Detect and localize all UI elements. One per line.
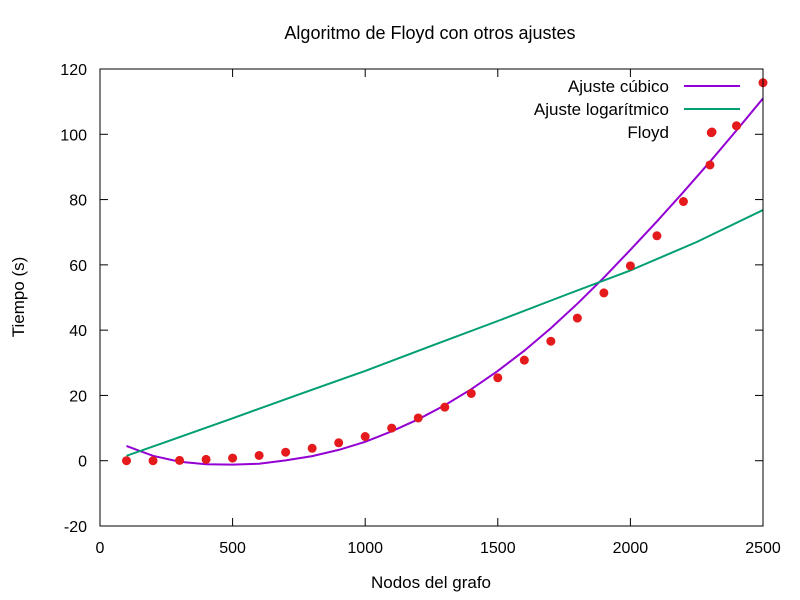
x-tick-label: 2500 [745,540,781,557]
data-point-floyd [387,423,397,433]
x-tick-label: 0 [96,540,105,557]
data-point-floyd [201,454,211,464]
x-tick-label: 1500 [480,540,516,557]
data-point-floyd [546,336,556,346]
y-tick-label: 120 [60,62,87,79]
series-line-ajuste-cubico [126,97,764,466]
legend-label-floyd: Floyd [627,123,669,142]
axis-ticks: 0 500 1000 1500 2000 2500 -20 0 20 40 60 80 100 120 [60,62,781,557]
y-tick-label: 60 [69,258,87,275]
y-tick-label: 40 [69,323,87,340]
data-point-floyd [652,231,662,241]
data-point-floyd [625,261,635,271]
data-point-floyd [281,447,291,457]
y-tick-label: 20 [69,388,87,405]
x-tick-label: 1000 [347,540,383,557]
data-point-floyd [148,456,158,466]
data-point-floyd [493,373,503,383]
x-axis-label: Nodos del grafo [371,573,491,592]
data-point-floyd [440,402,450,412]
legend-label-ajuste-cubico: Ajuste cúbico [568,77,669,96]
x-tick-label: 500 [219,540,246,557]
data-point-floyd [519,355,529,365]
chart-title: Algoritmo de Floyd con otros ajustes [284,23,575,43]
legend-swatch-floyd [707,127,717,137]
y-tick-label: 100 [60,127,87,144]
data-point-floyd [360,432,370,442]
data-point-floyd [334,438,344,448]
data-point-floyd [122,456,132,466]
data-point-floyd [307,443,317,453]
data-point-floyd [466,388,476,398]
y-axis-label: Tiempo (s) [9,257,28,338]
plot-frame [99,68,764,527]
x-tick-label: 2000 [613,540,649,557]
y-tick-label: 0 [78,454,87,471]
data-point-floyd [228,453,238,463]
data-point-floyd [413,413,423,423]
series-line-ajuste-logaritmico [126,209,764,457]
data-point-floyd [175,455,185,465]
data-point-floyd [254,450,264,460]
data-point-floyd [572,313,582,323]
data-point-floyd [705,160,715,170]
data-point-floyd [599,288,609,298]
y-tick-label: -20 [64,519,87,536]
legend: Ajuste cúbico Ajuste logarítmico Floyd [534,77,740,142]
data-point-floyd [731,121,741,131]
legend-label-ajuste-logaritmico: Ajuste logarítmico [534,100,669,119]
series-layer [122,78,768,466]
y-tick-label: 80 [69,193,87,210]
data-point-floyd [678,197,688,207]
